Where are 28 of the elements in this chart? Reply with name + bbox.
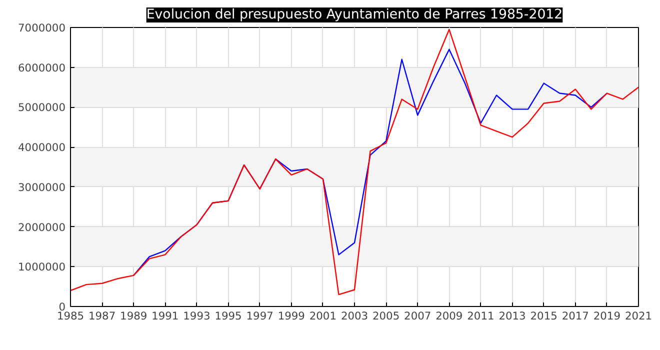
x-tick-label: 2001 — [309, 310, 337, 322]
x-tick-label: 2003 — [340, 310, 368, 322]
x-tick-label: 2021 — [624, 310, 652, 322]
y-tick-label: 1000000 — [18, 260, 66, 274]
x-tick-label: 2009 — [436, 310, 463, 322]
x-tick-label: 1995 — [214, 310, 242, 322]
x-tick-label: 1999 — [278, 310, 306, 322]
x-tick-label: 2017 — [562, 310, 589, 322]
y-tick-label: 3000000 — [18, 180, 66, 194]
x-tick-label: 2019 — [593, 310, 621, 322]
x-tick-label: 1991 — [152, 310, 179, 322]
x-tick-label: 1989 — [120, 310, 148, 322]
x-tick-label: 2007 — [404, 310, 432, 322]
x-tick-label: 1997 — [246, 310, 274, 322]
x-tick-label: 2015 — [530, 310, 558, 322]
chart-title: Evolucion del presupuesto Ayuntamiento de Parres 1985-2012 — [146, 8, 563, 22]
x-tick-label: 2011 — [467, 310, 494, 322]
x-tick-label: 2013 — [498, 310, 526, 322]
y-tick-label: 4000000 — [18, 141, 66, 154]
y-tick-label: 7000000 — [18, 22, 66, 34]
x-tick-label: 1985 — [56, 310, 84, 322]
y-tick-label: 6000000 — [18, 61, 66, 74]
y-tick-label: 2000000 — [18, 220, 66, 234]
y-tick-label: 5000000 — [18, 101, 66, 114]
x-tick-label: 2005 — [372, 310, 400, 322]
x-tick-label: 1993 — [183, 310, 210, 322]
line-series — [70, 28, 638, 296]
x-tick-label: 1987 — [88, 310, 116, 322]
